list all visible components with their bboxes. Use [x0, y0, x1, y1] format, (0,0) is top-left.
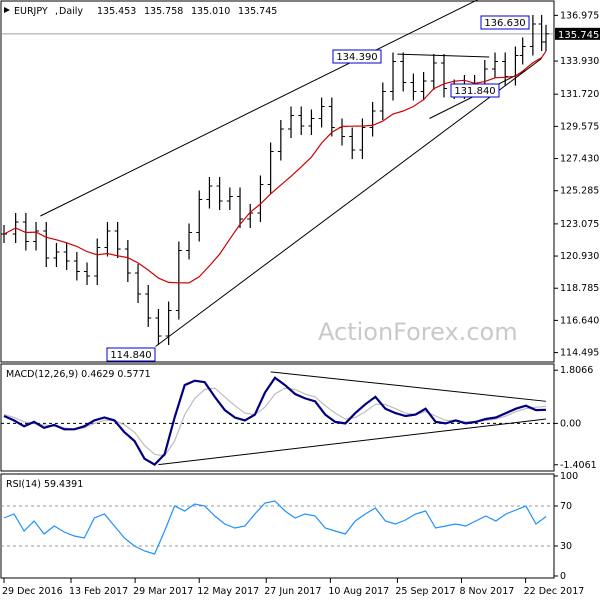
x-axis-label: 29 Dec 2016 — [2, 586, 63, 597]
rsi-axis-label: 100 — [560, 471, 578, 482]
price-annotation-label: 134.390 — [336, 52, 377, 63]
price-axis-label: 129.575 — [560, 121, 599, 132]
trend-channel-lower — [155, 58, 542, 347]
header-close: 135.745 — [238, 6, 277, 17]
x-axis-label: 8 Nov 2017 — [459, 586, 514, 597]
x-axis-label: 13 Feb 2017 — [69, 586, 128, 597]
price-annotation-box — [106, 347, 156, 362]
price-annotation-box — [332, 49, 382, 64]
price-layer: 136.630 134.390 131.840 114.840 — [1, 0, 554, 362]
macd-axis-label: 0.00 — [560, 418, 581, 429]
rsi-axis-label: 70 — [560, 501, 572, 512]
rsi-line — [3, 500, 547, 555]
macd-layer — [1, 371, 554, 466]
macd-trend-lower — [158, 418, 547, 466]
price-annotation-box — [450, 83, 500, 98]
header-symbol: EURJPY — [14, 6, 48, 17]
x-axis-label: 10 Aug 2017 — [328, 586, 389, 597]
rsi-axis-label: 0 — [560, 571, 566, 582]
last-price-label: 135.745 — [558, 30, 599, 41]
macd-axis-label: 1.8066 — [560, 365, 593, 376]
header-open: 135.453 — [97, 6, 136, 17]
price-axis-label: 116.640 — [560, 315, 599, 326]
price-axis-label: 131.720 — [560, 89, 599, 100]
rsi-header: RSI(14) 59.4391 — [6, 479, 83, 490]
macd-panel-frame — [0, 363, 555, 472]
header-high: 135.758 — [144, 6, 183, 17]
price-axis-label: 120.930 — [560, 251, 599, 262]
x-axis-label: 29 Mar 2017 — [133, 586, 193, 597]
price-axis-label: 136.975 — [560, 10, 599, 21]
x-axis-label: 27 Jun 2017 — [264, 586, 321, 597]
x-axis-label: 12 May 2017 — [197, 586, 259, 597]
price-axis-label: 133.930 — [560, 56, 599, 67]
triangle-line-top — [397, 53, 490, 58]
macd-header: MACD(12,26,9) 0.4629 0.5771 — [6, 369, 151, 380]
price-annotation-box — [480, 15, 530, 30]
price-annotation-label: 114.840 — [110, 350, 151, 361]
rsi-panel-frame — [0, 473, 555, 579]
price-header: EURJPY , Daily 135.453 135.758 135.010 1… — [14, 6, 277, 17]
header-separator: , — [55, 6, 58, 17]
macd-trend-upper — [270, 371, 547, 402]
macd-signal-line — [3, 387, 547, 457]
price-axis-label: 118.785 — [560, 283, 599, 294]
price-annotation-label: 136.630 — [484, 18, 525, 29]
header-low: 135.010 — [191, 6, 230, 17]
macd-axis-label: -1.4061 — [560, 460, 597, 471]
x-axis-label: 25 Sep 2017 — [395, 586, 455, 597]
rsi-axis-label: 30 — [560, 541, 572, 552]
header-arrow-icon — [4, 7, 10, 13]
moving-average-line — [3, 50, 547, 284]
trend-channel-upper — [40, 0, 479, 217]
x-axis-label: 22 Dec 2017 — [524, 586, 585, 597]
header-timeframe: Daily — [59, 6, 83, 17]
price-panel-frame — [0, 0, 555, 363]
watermark: ActionForex.com — [318, 318, 518, 346]
price-axis-label: 123.075 — [560, 219, 599, 230]
price-annotation-label: 131.840 — [454, 86, 495, 97]
price-axis-label: 125.285 — [560, 186, 599, 197]
axes-layer: 136.975 133.930 131.720 129.575 127.430 125.2… — [2, 10, 600, 597]
price-axis-label: 114.495 — [560, 348, 599, 359]
last-price-tag — [555, 27, 600, 40]
price-axis-label: 127.430 — [560, 154, 599, 165]
macd-line — [3, 376, 547, 466]
rsi-layer — [1, 500, 554, 555]
